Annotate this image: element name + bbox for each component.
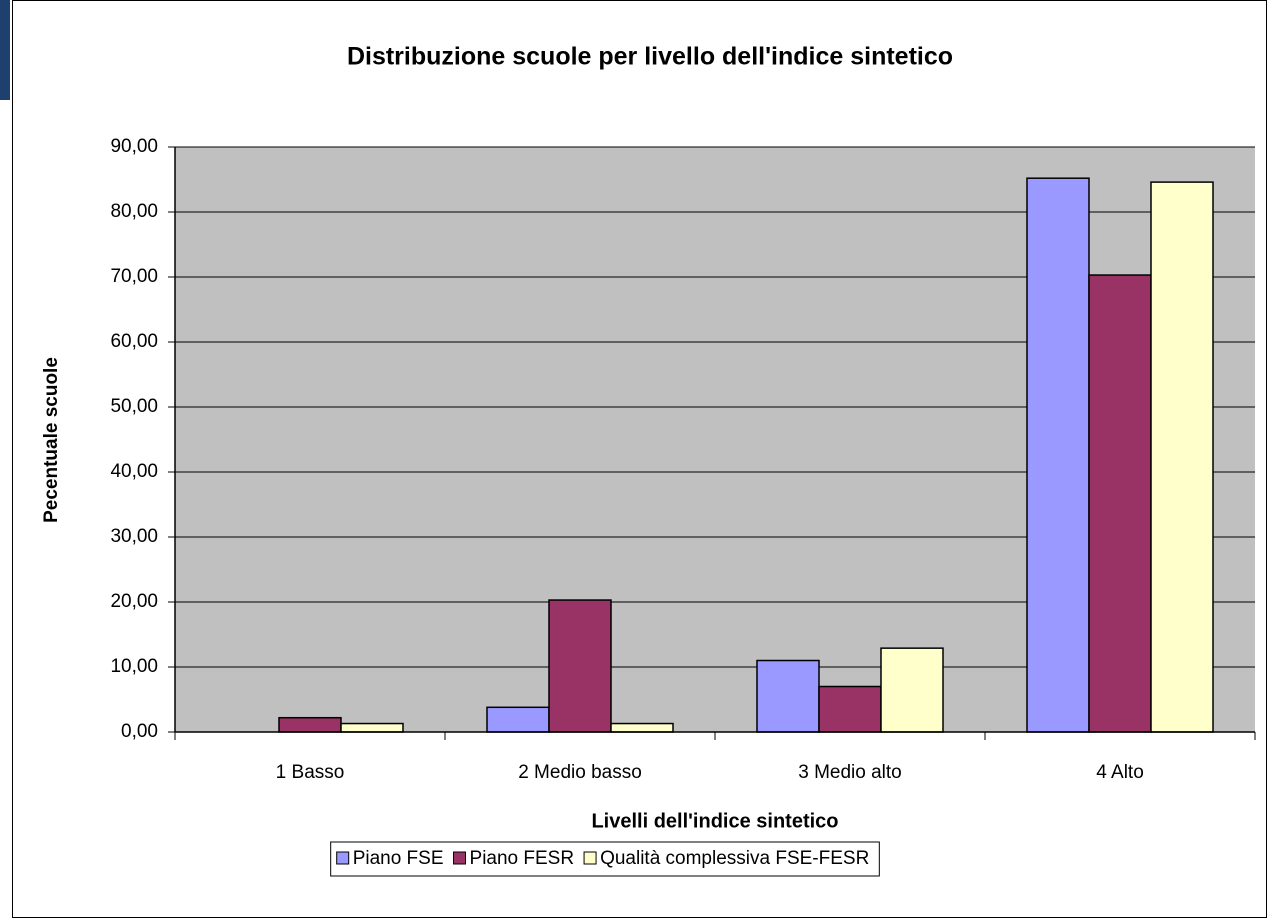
y-tick-label: 50,00 bbox=[110, 396, 158, 417]
bar bbox=[1150, 181, 1214, 733]
chart-title: Distribuzione scuole per livello dell'in… bbox=[347, 43, 953, 71]
y-tick-label: 30,00 bbox=[110, 526, 158, 547]
bar bbox=[486, 706, 550, 733]
legend: Piano FSE Piano FESR Qualità complessiva F… bbox=[330, 841, 880, 877]
y-tick-label: 90,00 bbox=[110, 136, 158, 157]
bar bbox=[278, 716, 342, 733]
bar bbox=[548, 599, 612, 733]
bar bbox=[610, 722, 674, 733]
bar bbox=[880, 647, 944, 733]
y-tick-label: 80,00 bbox=[110, 201, 158, 222]
legend-box bbox=[330, 841, 880, 877]
y-tick-label: 20,00 bbox=[110, 591, 158, 612]
x-tick-label: 2 Medio basso bbox=[518, 762, 642, 783]
legend-swatch bbox=[336, 851, 350, 865]
legend-swatch bbox=[583, 851, 597, 865]
bar bbox=[756, 659, 820, 733]
bar bbox=[818, 685, 882, 733]
legend-label: Piano FSE bbox=[353, 848, 444, 869]
y-tick-label: 70,00 bbox=[110, 266, 158, 287]
y-tick-label: 10,00 bbox=[110, 656, 158, 677]
legend-label: Piano FESR bbox=[470, 848, 575, 869]
x-tick-label: 4 Alto bbox=[1096, 762, 1144, 783]
bar bbox=[1026, 177, 1090, 733]
y-tick-label: 0,00 bbox=[121, 721, 158, 742]
bar bbox=[340, 722, 404, 733]
legend-swatch bbox=[453, 851, 467, 865]
x-tick-label: 3 Medio alto bbox=[798, 762, 902, 783]
x-tick-label: 1 Basso bbox=[276, 762, 345, 783]
x-axis-title: Livelli dell'indice sintetico bbox=[591, 810, 838, 832]
legend-label: Qualità complessiva FSE-FESR bbox=[600, 848, 869, 869]
side-marker bbox=[0, 0, 10, 100]
bar bbox=[1088, 274, 1152, 733]
y-axis-title: Pecentuale scuole bbox=[41, 357, 62, 523]
y-tick-label: 60,00 bbox=[110, 331, 158, 352]
y-tick-label: 40,00 bbox=[110, 461, 158, 482]
